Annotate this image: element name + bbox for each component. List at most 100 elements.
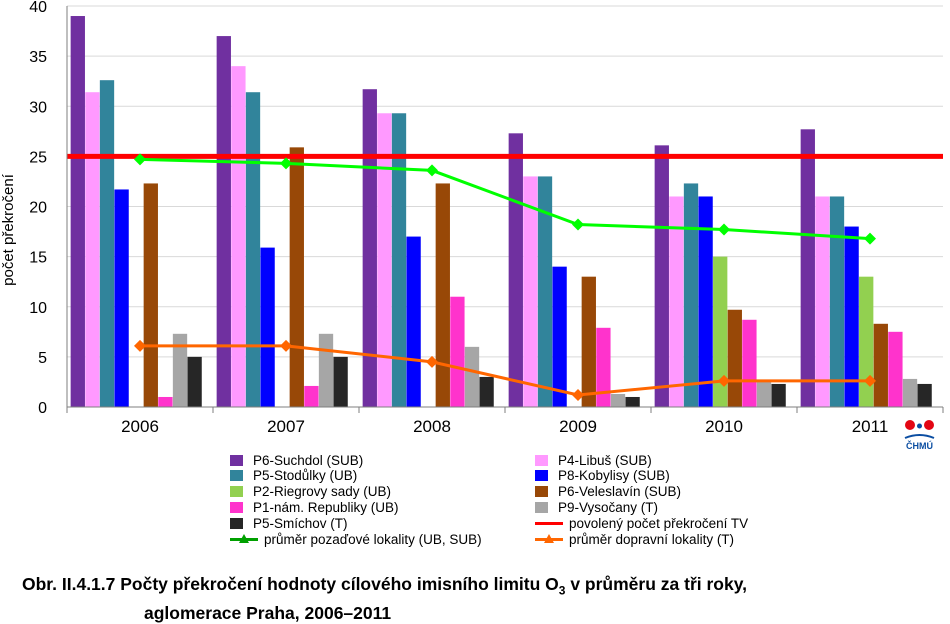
- legend-swatch: [230, 454, 243, 466]
- legend-item: P5-Stodůlky (UB): [230, 468, 357, 484]
- bar: [231, 66, 246, 408]
- chmu-logo-icon: ČHMÚ: [904, 420, 935, 451]
- bars: [70, 16, 932, 408]
- bar: [216, 36, 231, 407]
- bar: [245, 92, 261, 407]
- caption-suffix: v průměru za tři roky,: [565, 574, 748, 594]
- x-tick-label: 2009: [559, 417, 597, 436]
- triangle-marker-icon: [239, 533, 249, 543]
- bar: [508, 133, 523, 407]
- legend-item: povolený počet překročení TV: [535, 515, 748, 531]
- y-tick-label: 10: [29, 300, 47, 317]
- legend-swatch: [230, 517, 243, 529]
- y-tick-label: 40: [29, 0, 47, 16]
- line-marker: [572, 218, 584, 231]
- bar: [815, 196, 830, 407]
- legend-label: P9-Vysočany (T): [558, 499, 659, 515]
- bar: [742, 319, 757, 407]
- bar: [727, 309, 742, 407]
- line-marker: [426, 355, 438, 368]
- bar: [304, 385, 319, 407]
- bar: [683, 183, 699, 407]
- legend-label: P6-Suchdol (SUB): [253, 452, 364, 468]
- chmu-logo: ČHMÚ: [900, 418, 940, 452]
- bar: [289, 147, 304, 408]
- bar: [552, 266, 567, 407]
- bar: [260, 247, 275, 407]
- legend-label: P1-nám. Republiky (UB): [253, 499, 399, 515]
- bar: [99, 80, 115, 407]
- legend-item: P1-nám. Republiky (UB): [230, 499, 399, 515]
- bar: [873, 323, 888, 407]
- legend-swatch: [230, 470, 243, 482]
- bar: [625, 396, 640, 407]
- bar: [143, 183, 158, 407]
- legend-item: P2-Riegrovy sady (UB): [230, 484, 391, 500]
- caption-subscript: 3: [558, 583, 566, 598]
- bar: [610, 393, 626, 407]
- bar: [800, 129, 815, 407]
- y-tick-label: 5: [38, 350, 47, 367]
- y-tick-label: 20: [29, 200, 47, 217]
- legend-label: P5-Smíchov (T): [253, 515, 348, 531]
- legend-item: P8-Kobylisy (SUB): [535, 468, 670, 484]
- legend-item: průměr pozaďové lokality (UB, SUB): [230, 531, 482, 547]
- bar: [318, 333, 334, 407]
- bar: [479, 376, 494, 407]
- figure-caption: Obr. II.4.1.7 Počty překročení hodnoty c…: [22, 573, 747, 624]
- line-marker: [572, 388, 584, 401]
- bar: [844, 226, 859, 407]
- legend-item: P5-Smíchov (T): [230, 515, 348, 531]
- bar: [902, 378, 918, 407]
- bar: [917, 383, 932, 407]
- legend-label: P2-Riegrovy sady (UB): [253, 484, 392, 500]
- bar: [435, 183, 450, 407]
- x-tick-label: 2007: [267, 417, 305, 436]
- bar-chart: 0 5 10 15 20 25 30 35 40 2006 2007 2008 2009 2010 2011…: [0, 0, 944, 436]
- bar: [362, 89, 377, 408]
- legend-item: P9-Vysočany (T): [535, 499, 658, 515]
- bar: [859, 276, 874, 407]
- legend-label: průměr pozaďové lokality (UB, SUB): [264, 531, 482, 547]
- bar: [158, 396, 173, 407]
- x-tick-label: 2011: [852, 417, 889, 436]
- legend-item: průměr dopravní lokality (T): [535, 531, 734, 547]
- triangle-marker-icon: [544, 533, 554, 543]
- logo-text: ČHMÚ: [906, 440, 933, 451]
- caption-prefix: Obr. II.4.1.7 Počty překročení hodnoty c…: [22, 574, 559, 594]
- caption-line-2: aglomerace Praha, 2006–2011: [144, 602, 392, 623]
- bar: [70, 16, 85, 408]
- lines: [67, 153, 943, 401]
- legend: P6-Suchdol (SUB) P5-Stodůlky (UB) P2-Riegr…: [230, 452, 790, 548]
- legend-label: P5-Stodůlky (UB): [253, 468, 358, 484]
- bar: [581, 276, 596, 407]
- bar: [406, 236, 421, 407]
- bar: [172, 333, 188, 407]
- y-tick-label: 30: [29, 99, 47, 116]
- y-axis-label: počet překročení: [0, 173, 17, 286]
- line-marker: [718, 374, 730, 387]
- legend-label: P6-Veleslavín (SUB): [558, 484, 682, 500]
- bar: [698, 196, 713, 407]
- line-marker: [280, 339, 292, 352]
- bar: [888, 331, 903, 407]
- legend-label: P8-Kobylisy (SUB): [558, 468, 670, 484]
- y-tick-label: 25: [29, 149, 47, 166]
- legend-swatch: [230, 486, 243, 498]
- bar: [464, 346, 480, 407]
- bar: [450, 296, 465, 407]
- axes: 0 5 10 15 20 25 30 35 40 2006 2007 2008 2009 2010 2011: [29, 0, 944, 436]
- line-marker: [134, 153, 146, 166]
- series-line: [140, 344, 870, 397]
- bar: [654, 145, 669, 407]
- bar: [333, 356, 348, 407]
- bar: [756, 379, 772, 407]
- bar: [713, 256, 728, 407]
- bar: [187, 356, 202, 407]
- line-marker: [134, 339, 146, 352]
- line-marker: [426, 164, 438, 177]
- line-marker: [280, 157, 292, 170]
- bar: [537, 176, 553, 407]
- line-marker: [864, 232, 876, 245]
- y-tick-label: 35: [29, 49, 47, 66]
